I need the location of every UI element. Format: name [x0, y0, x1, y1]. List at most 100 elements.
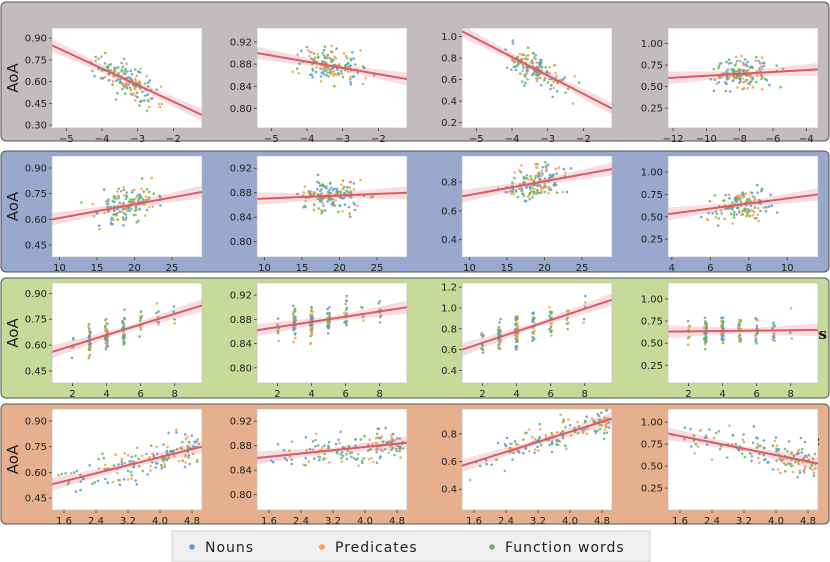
plot-frame	[461, 282, 613, 384]
scatter-point	[390, 448, 393, 452]
scatter-point	[724, 82, 728, 85]
y-tick-label: 1.00	[641, 294, 663, 305]
scatter-point	[120, 82, 124, 85]
scatter-point	[139, 67, 142, 71]
scatter-point	[158, 105, 162, 109]
scatter-point	[320, 198, 324, 201]
scatter-point	[330, 186, 333, 190]
scatter-point	[107, 209, 110, 213]
scatter-point	[753, 206, 757, 209]
scatter-point	[752, 425, 756, 428]
scatter-point	[333, 84, 336, 88]
scatter-point	[727, 193, 731, 197]
scatter-point	[714, 210, 718, 213]
scatter-point	[782, 458, 785, 461]
scatter-point	[598, 423, 601, 427]
scatter-point	[550, 440, 554, 444]
scatter-point	[311, 448, 315, 451]
scatter-point	[349, 80, 352, 84]
scatter-point	[132, 92, 135, 95]
scatter-point	[557, 439, 561, 442]
scatter-point	[112, 218, 115, 221]
scatter-point	[290, 458, 293, 462]
scatter-point	[117, 463, 120, 466]
scatter-point	[285, 458, 289, 462]
scatter-point	[129, 78, 132, 81]
scatter-point	[175, 428, 178, 432]
scatter-point	[148, 205, 151, 209]
scatter-point	[756, 183, 759, 187]
scatter-point	[499, 317, 503, 321]
scatter-point	[756, 442, 760, 446]
scatter-point	[359, 178, 362, 182]
scatter-point	[762, 453, 765, 457]
scatter-point	[378, 436, 381, 440]
scatter-point	[737, 322, 741, 326]
scatter-point	[559, 413, 562, 416]
scatter-point	[321, 60, 324, 63]
scatter-point	[330, 202, 334, 206]
y-tick-label: 0.75	[641, 190, 663, 201]
scatter-point	[604, 424, 608, 428]
scatter-point	[393, 439, 396, 442]
scatter-point	[731, 222, 734, 225]
scatter-point	[554, 71, 557, 75]
panel-r4-c1: 1.6 2.4 3.2 4.0 4.8 0.45 0.60 0.75 0.90	[25, 408, 203, 527]
scatter-point	[692, 439, 696, 442]
scatter-point	[768, 83, 771, 87]
scatter-point	[343, 320, 347, 324]
scatter-point	[478, 464, 482, 468]
scatter-point	[534, 176, 537, 180]
scatter-point	[756, 318, 759, 322]
scatter-point	[738, 194, 742, 197]
scatter-point	[337, 210, 340, 214]
scatter-point	[770, 204, 774, 207]
scatter-point	[324, 69, 328, 72]
plot-frame	[667, 155, 819, 258]
scatter-point	[521, 64, 525, 67]
scatter-point	[126, 70, 129, 73]
scatter-point	[110, 218, 113, 222]
scatter-point	[181, 440, 184, 444]
x-tick-label: 4	[308, 389, 314, 400]
scatter-point	[349, 82, 353, 86]
scatter-point	[790, 450, 794, 454]
y-tick-label: 0.92	[230, 417, 252, 428]
scatter-point	[89, 330, 92, 334]
scatter-point	[496, 441, 500, 445]
scatter-point	[721, 341, 725, 345]
scatter-point	[346, 449, 349, 453]
scatter-point	[522, 53, 526, 57]
y-tick-label: 0.4	[441, 485, 457, 496]
scatter-point	[540, 187, 544, 190]
scatter-point	[520, 80, 524, 83]
scatter-point	[192, 445, 195, 448]
scatter-point	[513, 440, 517, 443]
x-tick-label: 15	[501, 263, 514, 274]
scatter-point	[283, 456, 287, 460]
row-4: ConcAoA1.62.43.24.04.80.450.600.750.901.…	[0, 403, 830, 527]
scatter-point	[531, 312, 534, 315]
scatter-point	[344, 64, 348, 68]
scatter-point	[525, 65, 529, 69]
scatter-point	[757, 198, 761, 202]
x-tick-label: 2	[685, 389, 691, 400]
scatter-point	[395, 447, 398, 451]
scatter-point	[117, 187, 120, 191]
scatter-point	[772, 321, 775, 325]
scatter-point	[127, 83, 130, 86]
scatter-point	[737, 198, 741, 202]
row-background	[0, 1, 830, 142]
scatter-point	[375, 450, 378, 454]
scatter-point	[345, 457, 349, 461]
scatter-point	[92, 214, 96, 218]
scatter-point	[294, 318, 297, 321]
scatter-point	[316, 53, 320, 56]
scatter-point	[173, 321, 176, 325]
scatter-point	[159, 85, 163, 88]
scatter-point	[139, 326, 142, 329]
scatter-point	[760, 190, 763, 193]
scatter-point	[690, 445, 693, 448]
scatter-point	[345, 299, 348, 303]
scatter-point	[519, 170, 523, 174]
